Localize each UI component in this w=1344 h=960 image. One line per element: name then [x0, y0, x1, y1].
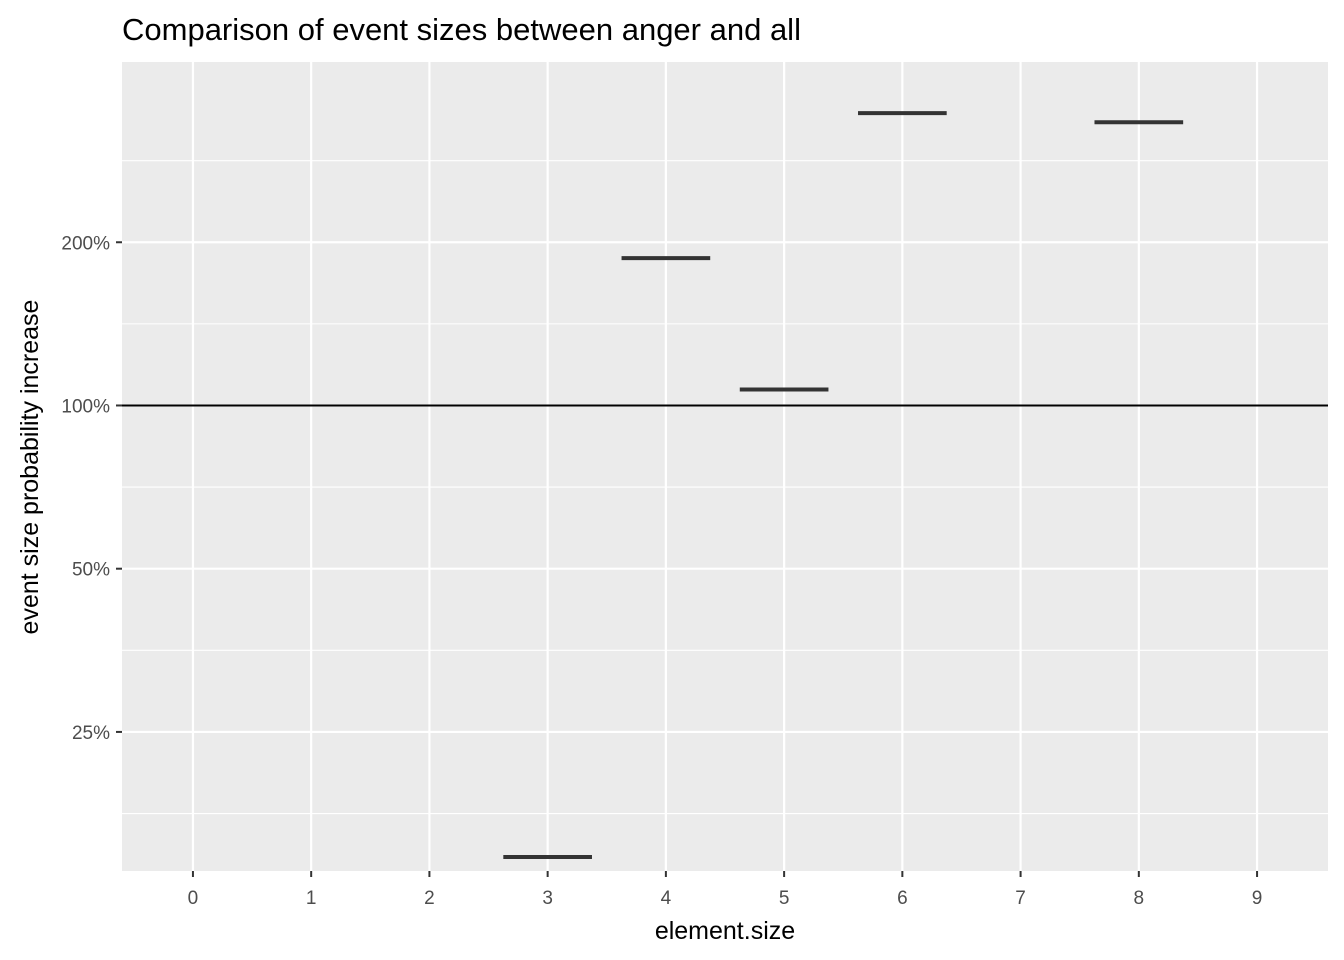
chart-title: Comparison of event sizes between anger …	[122, 12, 801, 47]
y-tick-label: 50%	[72, 560, 110, 581]
x-tick-label: 7	[1015, 888, 1026, 909]
x-tick-label: 3	[542, 888, 553, 909]
y-axis: 25% 50% 100% 200%	[61, 233, 122, 744]
data-marks	[503, 111, 1184, 859]
x-axis-title: element.size	[655, 917, 795, 945]
plot-panel	[122, 62, 1328, 871]
x-tick-label: 6	[897, 888, 908, 909]
x-tick-label: 9	[1252, 888, 1263, 909]
x-axis: 0 1 2 3 4 5 6 7 8 9	[188, 871, 1263, 909]
x-tick-label: 1	[306, 888, 317, 909]
x-tick-label: 0	[188, 888, 199, 909]
minor-gridlines	[122, 160, 1328, 815]
y-tick-label: 200%	[61, 233, 110, 254]
y-tick-label: 100%	[61, 396, 110, 417]
x-tick-label: 2	[424, 888, 435, 909]
y-tick-label: 25%	[72, 723, 110, 744]
x-tick-label: 4	[661, 888, 672, 909]
y-axis-title: event size probability increase	[16, 300, 44, 635]
x-tick-label: 8	[1134, 888, 1145, 909]
major-gridlines	[122, 62, 1328, 871]
x-tick-label: 5	[779, 888, 790, 909]
